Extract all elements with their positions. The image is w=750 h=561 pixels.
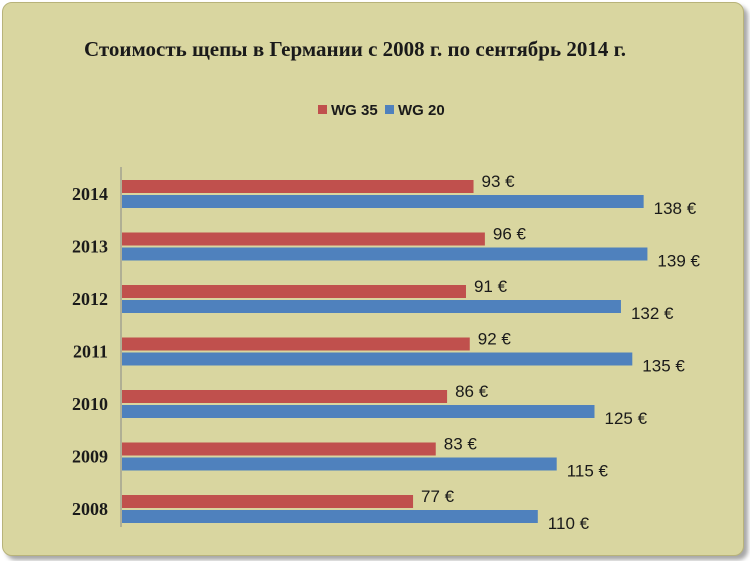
bar-wg-20-2011 [122,352,633,366]
bar-wg-20-2009 [122,457,557,471]
bar-wg-35-2011 [122,337,470,351]
data-label-wg-35-2011: 92 € [478,330,512,349]
bar-wg-35-2013 [122,232,485,246]
data-label-wg-20-2013: 139 € [657,252,700,271]
category-label-2008: 2008 [72,499,108,519]
category-label-2009: 2009 [72,447,108,467]
data-label-wg-35-2009: 83 € [444,435,478,454]
legend-label-wg-20: WG 20 [398,102,445,119]
data-label-wg-20-2012: 132 € [631,304,674,323]
category-label-2011: 2011 [73,342,108,362]
data-label-wg-35-2014: 93 € [482,172,516,191]
legend-label-wg-35: WG 35 [331,102,378,119]
data-label-wg-35-2010: 86 € [455,382,489,401]
bar-wg-20-2008 [122,510,538,523]
bar-wg-35-2012 [122,285,466,298]
data-label-wg-20-2014: 138 € [654,199,697,218]
bar-wg-35-2014 [122,180,474,193]
data-label-wg-35-2008: 77 € [421,487,455,506]
plot-area: 2014 93 € 138 € 2013 96 € 139 € 2012 91 € 132 € 2… [72,172,701,533]
data-label-wg-35-2012: 91 € [474,277,508,296]
data-label-wg-20-2011: 135 € [642,357,685,376]
legend-swatch-wg-20 [385,105,394,114]
category-label-2014: 2014 [72,184,108,204]
bar-wg-20-2010 [122,405,595,418]
bar-wg-35-2009 [122,442,436,456]
bar-wg-35-2010 [122,390,448,403]
chart-title: Стоимость щепы в Германии с 2008 г. по с… [84,37,626,61]
data-label-wg-20-2010: 125 € [605,409,648,428]
category-label-2013: 2013 [72,237,108,257]
category-label-2012: 2012 [72,289,108,309]
bar-wg-20-2012 [122,300,621,313]
bar-wg-20-2014 [122,195,644,208]
data-label-wg-35-2013: 96 € [493,225,527,244]
category-label-2010: 2010 [72,394,108,414]
legend: WG 35 WG 20 [318,102,445,119]
data-label-wg-20-2008: 110 € [548,514,590,533]
data-label-wg-20-2009: 115 € [567,462,609,481]
bar-wg-35-2008 [122,495,414,508]
bar-wg-20-2013 [122,247,648,261]
legend-swatch-wg-35 [318,105,327,114]
